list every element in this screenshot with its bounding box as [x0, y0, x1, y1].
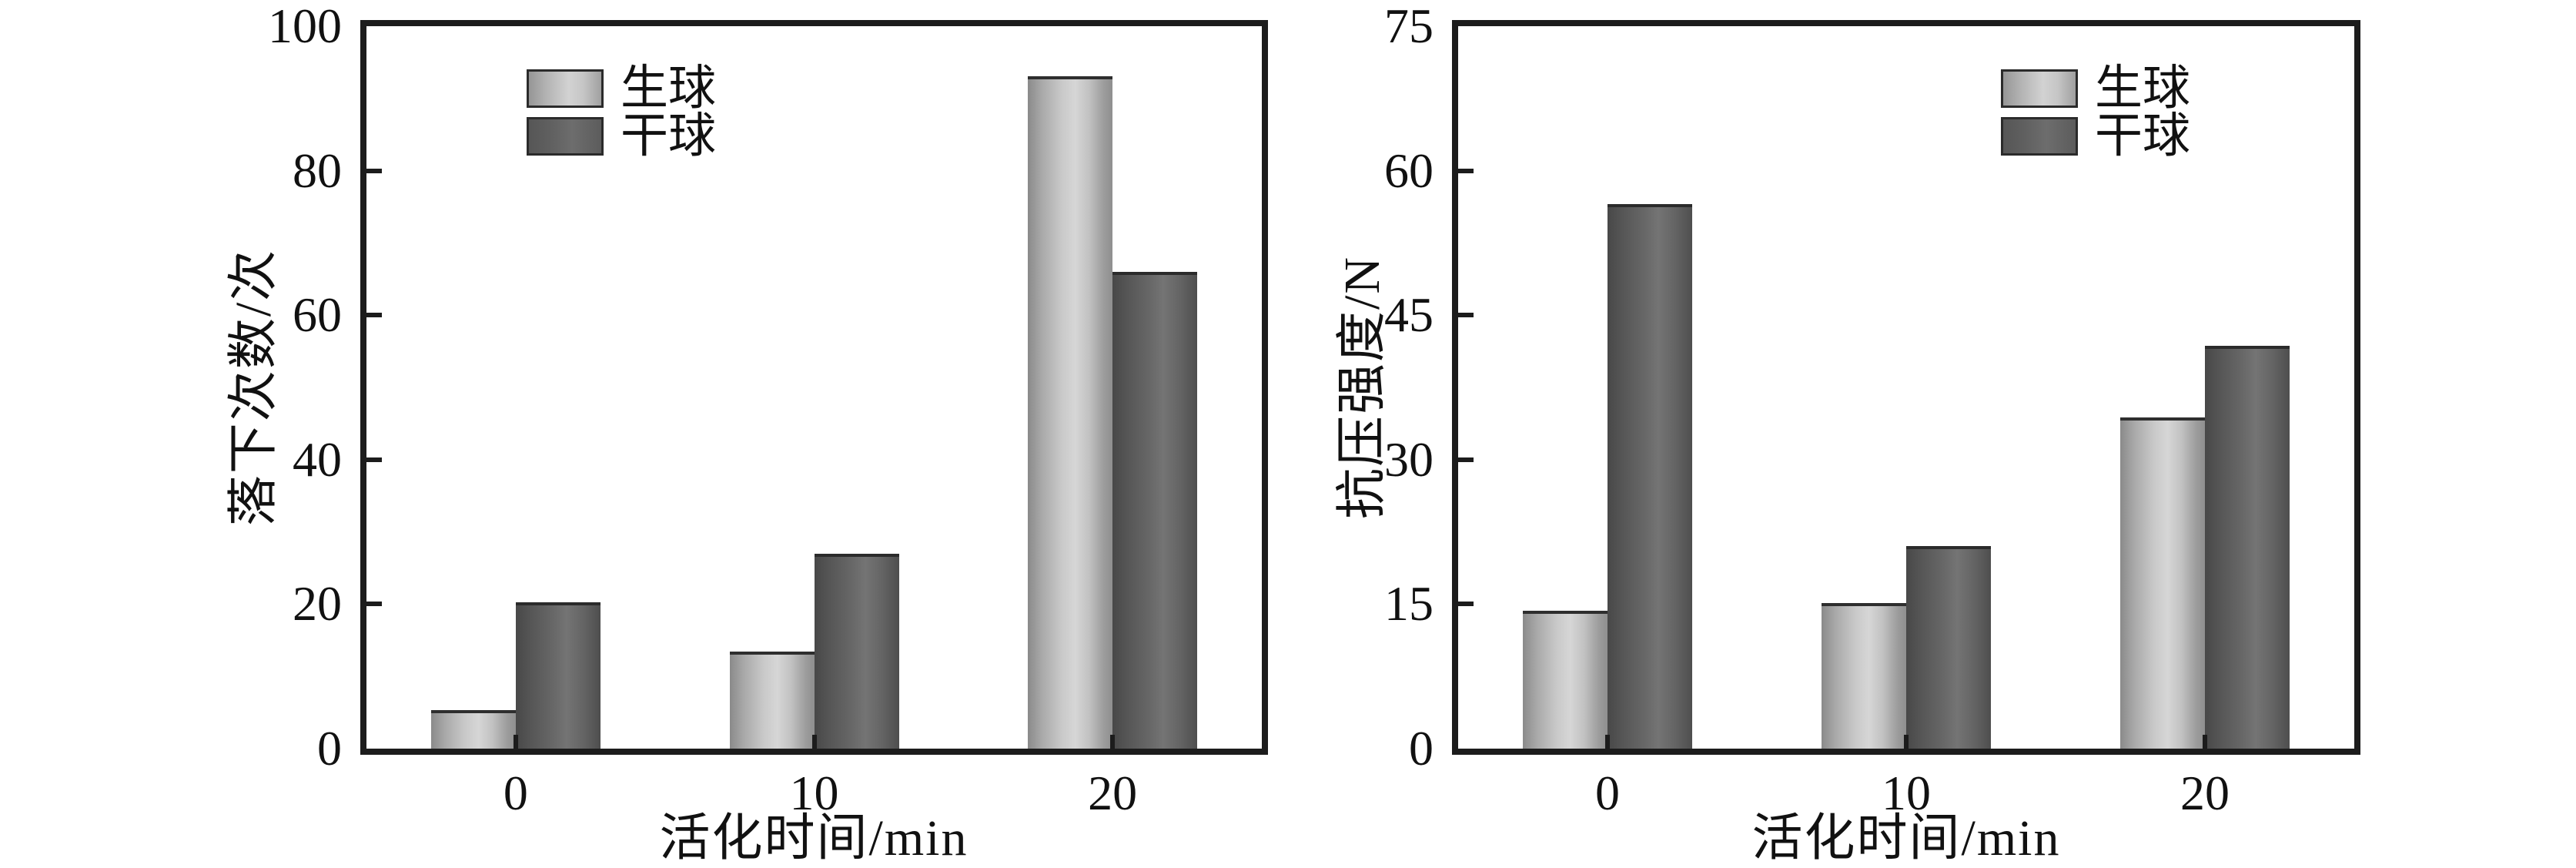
x-axis-title-b: 活化时间/min [1751, 810, 2061, 866]
legend-item-light: 生球 [2001, 65, 2190, 112]
bar-dark-cat10 [1906, 546, 1991, 749]
x-tick-mark [2203, 735, 2207, 749]
x-tick-mark [1110, 735, 1116, 749]
plot-inner-a: 生球 干球 [366, 26, 1262, 749]
bar-light-cat10 [729, 652, 815, 749]
legend-item-dark: 干球 [527, 112, 716, 160]
legend-label-light: 生球 [621, 62, 717, 115]
x-tick-label: 0 [503, 766, 528, 820]
legend-label-dark: 干球 [2095, 110, 2191, 163]
y-tick-label: 80 [293, 142, 342, 198]
legend-swatch-dark [527, 117, 604, 156]
plot-inner-b: 生球 干球 [1458, 26, 2354, 749]
bar-dark-cat20 [1112, 272, 1198, 749]
x-tick-label: 20 [1088, 766, 1138, 820]
x-tick-label: 0 [1595, 766, 1620, 820]
y-tick-mark [1458, 457, 1474, 462]
bar-light-cat10 [1822, 603, 1906, 749]
legend-swatch-light [2001, 69, 2078, 108]
legend-label-light: 生球 [2095, 62, 2191, 115]
legend-item-dark: 干球 [2001, 112, 2190, 160]
bar-light-cat0 [430, 710, 516, 749]
y-tick-mark [1458, 168, 1474, 173]
x-tick-label: 10 [1882, 766, 1931, 820]
x-tick-label: 20 [2180, 766, 2230, 820]
bar-light-cat20 [1028, 76, 1113, 749]
x-axis-title-a: 活化时间/min [659, 810, 969, 866]
legend-label-dark: 干球 [621, 110, 717, 163]
y-tick-label: 45 [1384, 287, 1434, 343]
y-tick-mark [366, 602, 382, 607]
x-tick-label: 10 [789, 766, 839, 820]
bar-dark-cat20 [2205, 346, 2290, 749]
y-tick-mark [1458, 313, 1474, 318]
y-tick-label: 60 [293, 287, 342, 343]
legend-swatch-dark [2001, 117, 2078, 156]
plot-area-a: 生球 干球 [360, 20, 1268, 755]
y-tick-label: 0 [1409, 721, 1434, 776]
y-tick-mark [366, 168, 382, 173]
x-tick-mark [811, 735, 817, 749]
y-tick-label: 15 [1384, 576, 1434, 632]
y-tick-label: 100 [268, 0, 342, 53]
bar-dark-cat10 [814, 554, 899, 749]
x-tick-mark [1605, 735, 1610, 749]
y-tick-mark [366, 457, 382, 462]
y-tick-mark [1458, 602, 1474, 607]
bar-dark-cat0 [1607, 204, 1692, 749]
y-tick-label: 0 [317, 721, 342, 776]
legend-swatch-light [527, 69, 604, 108]
y-tick-label: 40 [293, 431, 342, 487]
y-tick-label: 20 [293, 576, 342, 632]
y-tick-mark [366, 313, 382, 318]
x-tick-mark [513, 735, 518, 749]
y-tick-label: 30 [1384, 431, 1434, 487]
plot-area-b: 生球 干球 [1452, 20, 2360, 755]
y-tick-label: 75 [1384, 0, 1434, 53]
x-tick-mark [1904, 735, 1909, 749]
bar-light-cat0 [1523, 611, 1607, 749]
bar-dark-cat0 [515, 602, 601, 749]
bar-light-cat20 [2120, 417, 2205, 749]
legend-item-light: 生球 [527, 65, 716, 112]
y-tick-label: 60 [1384, 142, 1434, 198]
